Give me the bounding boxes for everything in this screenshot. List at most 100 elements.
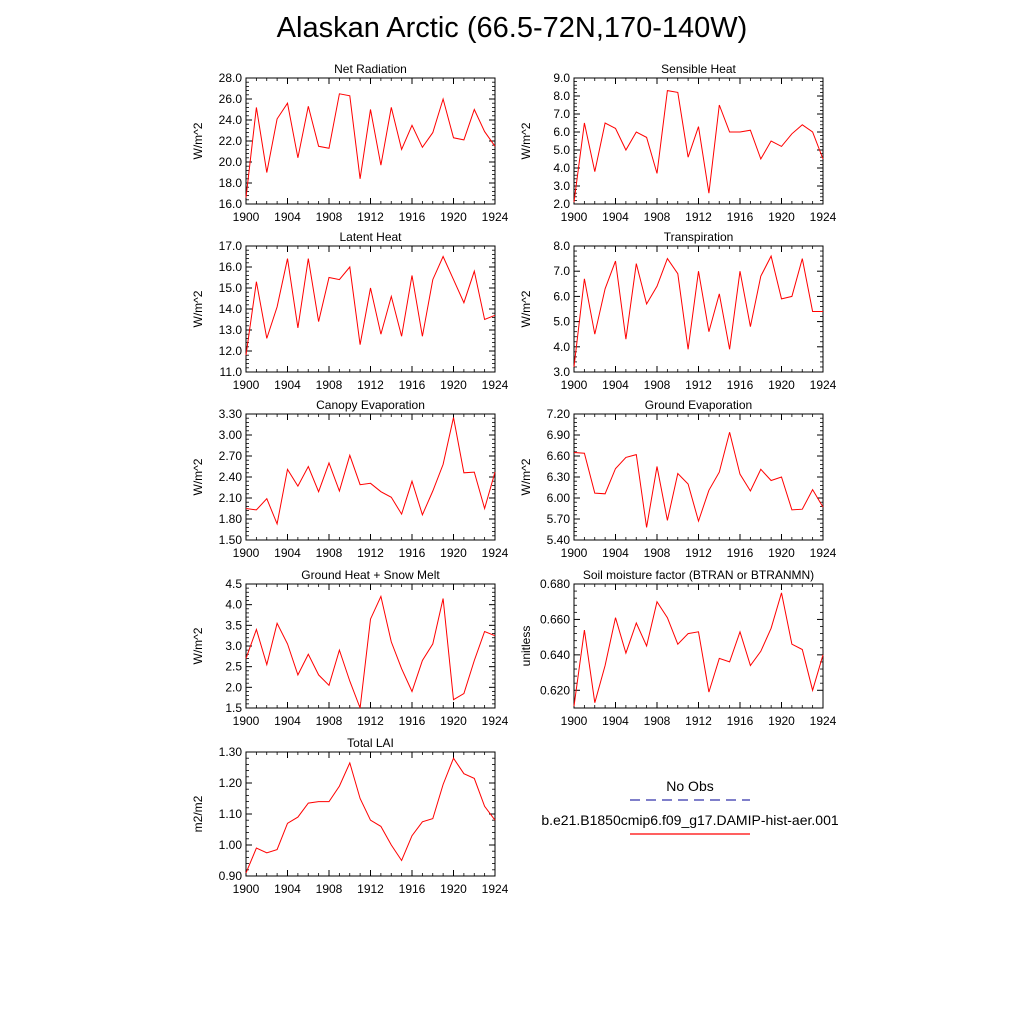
x-tick-label: 1912 [357, 882, 384, 896]
x-tick-label: 1912 [685, 546, 712, 560]
legend-obs-label: No Obs [666, 778, 714, 794]
panel-4: Canopy Evaporation W/m^2 1.50 1.80 2.10 2.40 2… [191, 398, 509, 560]
series-line [573, 432, 824, 528]
y-axis-label: W/m^2 [519, 122, 533, 159]
plot-frame [573, 583, 824, 709]
x-tick-label: 1904 [274, 546, 301, 560]
y-tick-label: 26.0 [219, 92, 243, 106]
panel-title: Transpiration [664, 230, 734, 244]
y-tick-label: 17.0 [219, 239, 243, 253]
x-tick-label: 1912 [357, 210, 384, 224]
x-tick-label: 1908 [644, 546, 671, 560]
x-tick-label: 1908 [316, 714, 343, 728]
legend-model-line [530, 828, 850, 840]
x-tick-label: 1900 [233, 882, 260, 896]
x-tick-label: 1912 [357, 378, 384, 392]
x-tick-label: 1924 [482, 378, 509, 392]
x-tick-label: 1904 [602, 714, 629, 728]
y-tick-label: 1.30 [219, 745, 243, 759]
y-tick-label: 8.0 [553, 239, 570, 253]
y-tick-label: 4.0 [553, 161, 570, 175]
y-tick-label: 14.0 [219, 302, 243, 316]
x-tick-label: 1924 [810, 546, 837, 560]
x-tick-label: 1904 [274, 378, 301, 392]
series-line [573, 254, 823, 368]
y-tick-label: 16.0 [219, 260, 243, 274]
y-tick-label: 18.0 [219, 176, 243, 190]
plot-frame [573, 245, 824, 373]
series-line [573, 592, 824, 707]
panel-title: Canopy Evaporation [316, 398, 425, 412]
y-axis-label: m2/m2 [191, 795, 205, 832]
panel-title: Total LAI [347, 736, 394, 750]
y-axis-label: W/m^2 [519, 458, 533, 495]
x-tick-label: 1904 [602, 546, 629, 560]
x-tick-label: 1920 [440, 210, 467, 224]
x-tick-label: 1900 [561, 714, 588, 728]
legend-obs-line [530, 794, 850, 806]
plot-frame [245, 583, 496, 709]
y-tick-label: 0.680 [540, 577, 570, 591]
series-line [245, 255, 496, 356]
x-tick-label: 1912 [685, 714, 712, 728]
x-tick-label: 1924 [482, 210, 509, 224]
y-tick-label: 1.10 [219, 807, 243, 821]
panel-title: Net Radiation [334, 62, 407, 76]
main-title: Alaskan Arctic (66.5-72N,170-140W) [276, 12, 748, 44]
x-tick-label: 1900 [233, 378, 260, 392]
y-tick-label: 1.00 [219, 838, 243, 852]
y-tick-label: 2.0 [225, 680, 242, 694]
y-tick-label: 7.0 [553, 107, 570, 121]
y-tick-label: 5.0 [553, 143, 570, 157]
x-tick-label: 1908 [644, 210, 671, 224]
panel-8: Total LAI m2/m2 0.90 1.00 1.10 1.20 1.30 1900 19… [191, 736, 509, 896]
y-tick-label: 7.20 [547, 407, 571, 421]
y-tick-label: 4.5 [225, 577, 242, 591]
x-tick-label: 1924 [810, 714, 837, 728]
x-tick-label: 1912 [685, 210, 712, 224]
x-tick-label: 1916 [399, 714, 426, 728]
x-tick-label: 1912 [357, 546, 384, 560]
y-tick-label: 6.60 [547, 449, 571, 463]
panel-title: Latent Heat [339, 230, 402, 244]
x-tick-label: 1920 [768, 714, 795, 728]
x-tick-label: 1900 [233, 714, 260, 728]
y-tick-label: 2.5 [225, 660, 242, 674]
x-tick-label: 1920 [440, 882, 467, 896]
x-tick-label: 1916 [399, 210, 426, 224]
x-tick-label: 1920 [768, 378, 795, 392]
x-tick-label: 1904 [274, 210, 301, 224]
y-tick-label: 0.640 [540, 648, 570, 662]
x-tick-label: 1900 [561, 210, 588, 224]
y-tick-label: 28.0 [219, 71, 243, 85]
x-tick-label: 1920 [440, 546, 467, 560]
y-tick-label: 3.0 [553, 179, 570, 193]
panel-2: Latent Heat W/m^2 11.0 12.0 13.0 14.0 15.0 16.0… [191, 230, 509, 392]
plot-frame [245, 245, 496, 373]
panel-6: Ground Heat + Snow Melt W/m^2 1.5 2.0 2.5 3.0… [191, 568, 509, 728]
y-tick-label: 6.0 [553, 125, 570, 139]
y-tick-label: 5.0 [553, 315, 570, 329]
panel-1: Sensible Heat W/m^2 2.0 3.0 4.0 5.0 6.0 7.0 8.0 9… [519, 62, 837, 224]
plot-frame [245, 413, 496, 541]
x-tick-label: 1920 [768, 210, 795, 224]
y-tick-label: 3.30 [219, 407, 243, 421]
x-tick-label: 1900 [233, 210, 260, 224]
y-tick-label: 1.5 [225, 701, 242, 715]
x-tick-label: 1920 [768, 546, 795, 560]
panel-7: Soil moisture factor (BTRAN or BTRANMN) u… [519, 568, 837, 728]
y-tick-label: 2.40 [219, 470, 243, 484]
series-line [245, 594, 496, 709]
y-tick-label: 3.00 [219, 428, 243, 442]
y-tick-label: 9.0 [553, 71, 570, 85]
y-tick-label: 16.0 [219, 197, 243, 211]
x-tick-label: 1920 [440, 378, 467, 392]
legend: No Obs b.e21.B1850cmip6.f09_g17.DAMIP-hi… [530, 778, 850, 840]
y-tick-label: 11.0 [220, 365, 243, 379]
y-axis-label: W/m^2 [191, 290, 205, 327]
x-tick-label: 1916 [399, 546, 426, 560]
x-tick-label: 1920 [440, 714, 467, 728]
x-tick-label: 1924 [482, 546, 509, 560]
x-tick-label: 1904 [274, 714, 301, 728]
